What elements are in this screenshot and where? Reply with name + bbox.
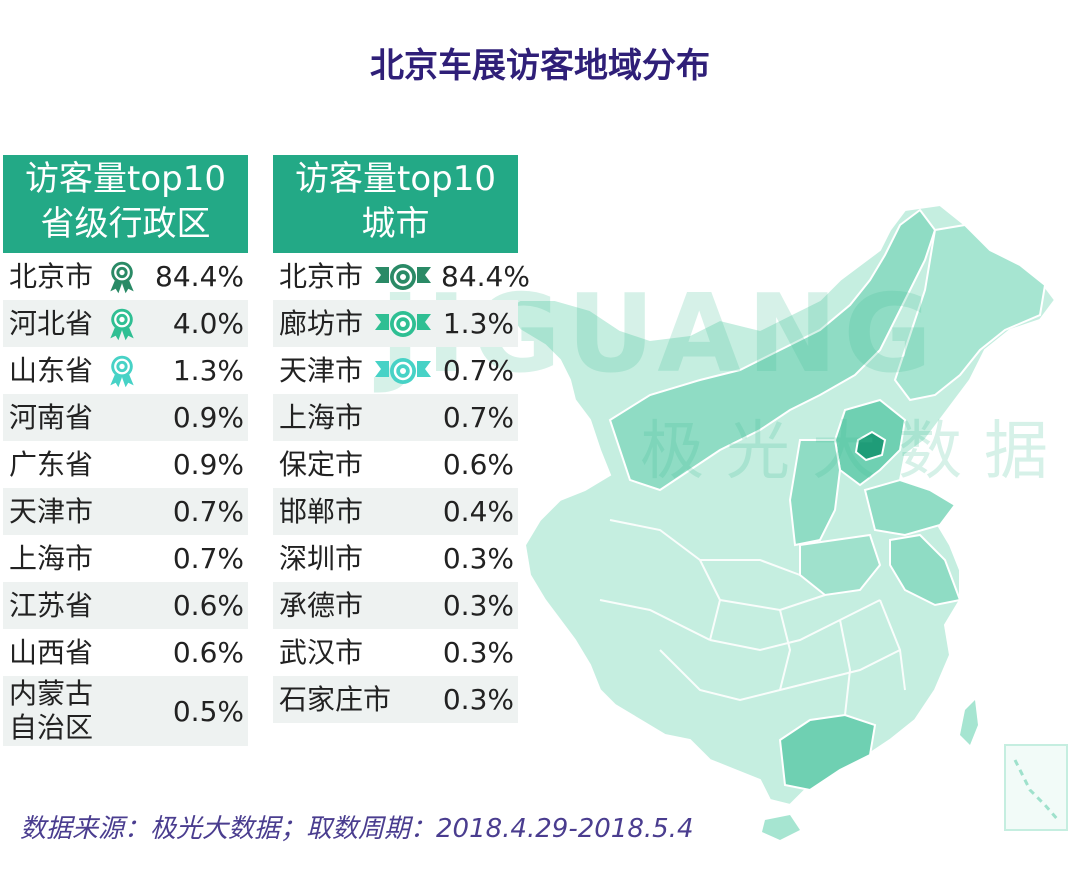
row-value: 84.4% [155,260,244,293]
row-name: 上海市 [9,541,94,575]
page-title: 北京车展访客地域分布 [370,46,710,86]
row-name: 天津市 [279,353,364,387]
row-name: 河南省 [9,400,94,434]
south-china-sea-inset [1004,744,1068,831]
table-row: 山西省 0.6% [3,629,248,676]
province-rows: 北京市 84.4% 河北省 4.0% 山东省 1.3% 河南省 0.9% 广东省 0.9% 天津市 0… [3,253,248,746]
table-row: 上海市 0.7% [3,535,248,582]
row-value: 0.3% [442,542,514,575]
table-row: 河南省 0.9% [3,394,248,441]
row-value: 0.7% [442,401,514,434]
row-name: 石家庄市 [279,682,392,716]
row-name: 内蒙古 自治区 [9,677,93,745]
table-row: 北京市 84.4% [3,253,248,300]
row-value: 4.0% [172,307,244,340]
row-value: 1.3% [172,354,244,387]
map-henan [799,533,882,597]
map-shanxi [788,439,842,547]
row-name: 深圳市 [279,541,364,575]
row-name: 广东省 [9,447,94,481]
map-jiangsu [889,533,962,607]
row-value: 0.3% [442,683,514,716]
table-row: 江苏省 0.6% [3,582,248,629]
row-name: 保定市 [279,447,364,481]
medal-icon [110,355,134,387]
city-header-line1: 访客量top10 [295,159,496,199]
medal-icon [110,308,134,340]
row-value: 0.6% [172,636,244,669]
city-header-line2: 城市 [361,204,430,244]
row-name: 上海市 [279,400,364,434]
row-name: 北京市 [9,259,94,293]
map-hainan [762,815,800,840]
map-inner-mongolia [608,208,937,492]
map-taiwan [960,700,978,745]
row-value: 0.3% [442,589,514,622]
row-name: 武汉市 [279,635,364,669]
map-beijing [854,430,887,462]
table-row: 河北省 4.0% [3,300,248,347]
row-value: 0.3% [442,636,514,669]
table-row: 保定市 0.6% [273,441,518,488]
province-table: 访客量top10 省级行政区 北京市 84.4% 河北省 4.0% 山东省 1.3% 河南省… [3,155,248,746]
table-row: 天津市 0.7% [3,488,248,535]
table-row: 天津市 0.7% [273,347,518,394]
row-name-line: 内蒙古 [9,677,94,710]
row-name-line: 自治区 [9,711,94,744]
data-source-footer: 数据来源：极光大数据；取数周期：2018.4.29-2018.5.4 [20,814,694,844]
table-row: 山东省 1.3% [3,347,248,394]
row-value: 0.7% [172,542,244,575]
province-header-line2: 省级行政区 [40,204,211,244]
row-name: 承德市 [279,588,364,622]
row-name: 邯郸市 [279,494,364,528]
row-value: 0.4% [442,495,514,528]
province-table-header: 访客量top10 省级行政区 [3,155,248,253]
row-value: 0.6% [442,448,514,481]
table-row: 广东省 0.9% [3,441,248,488]
city-table-header: 访客量top10 城市 [273,155,518,253]
ribbon-icon [375,310,432,337]
map-guangdong [778,713,877,792]
row-value: 0.7% [442,354,514,387]
table-row: 邯郸市 0.4% [273,488,518,535]
medal-icon [110,261,134,293]
table-row: 武汉市 0.3% [273,629,518,676]
map-northeast [893,223,1047,402]
row-name: 河北省 [9,306,94,340]
row-name: 山东省 [9,353,94,387]
table-row: 深圳市 0.3% [273,535,518,582]
row-value: 84.4% [441,260,530,293]
row-name: 山西省 [9,635,94,669]
map-borders [599,519,906,716]
row-value: 0.6% [172,589,244,622]
row-value: 1.3% [442,307,514,340]
city-rows: 北京市 84.4% 廊坊市 1.3% 天津市 0.7% 上海市 0.7% 保定市 0.6% 邯郸市 0… [273,253,530,723]
row-name: 北京市 [279,259,364,293]
map-shandong [863,478,957,537]
watermark-chinese: 极光大数据 [640,415,1070,489]
province-header-line1: 访客量top10 [25,159,226,199]
row-value: 0.5% [172,694,244,728]
table-row: 北京市 84.4% [273,253,530,300]
table-row: 内蒙古 自治区 0.5% [3,676,248,746]
ribbon-icon [375,357,432,384]
row-name: 廊坊市 [279,306,364,340]
ribbon-icon [375,263,432,290]
row-value: 0.7% [172,495,244,528]
city-table: 访客量top10 城市 北京市 84.4% 廊坊市 1.3% 天津市 0.7% 上海市 0.7… [273,155,530,723]
table-row: 石家庄市 0.3% [273,676,518,723]
table-row: 廊坊市 1.3% [273,300,518,347]
table-row: 上海市 0.7% [273,394,518,441]
row-name: 江苏省 [9,588,94,622]
row-value: 0.9% [172,401,244,434]
row-name: 天津市 [9,494,94,528]
table-row: 承德市 0.3% [273,582,518,629]
south-china-sea-line [1013,759,1060,821]
row-value: 0.9% [172,448,244,481]
